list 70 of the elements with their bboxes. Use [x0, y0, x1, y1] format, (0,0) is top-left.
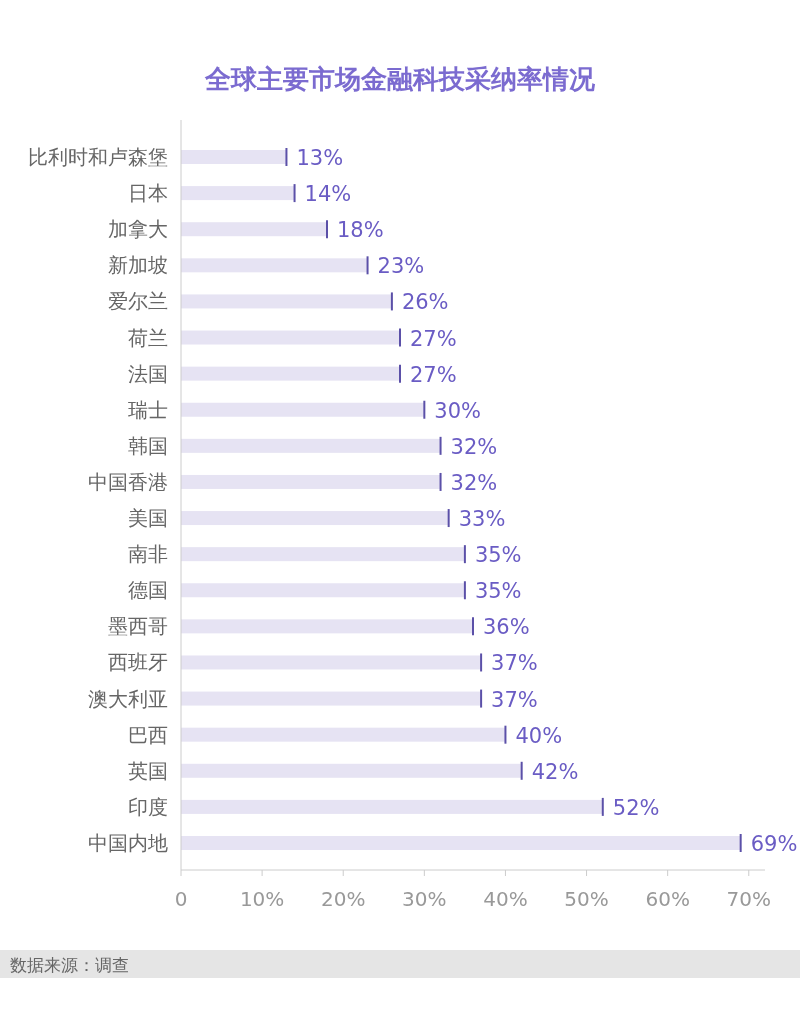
bar: [181, 655, 482, 670]
x-tick-label: 60%: [645, 887, 690, 911]
data-label: 35%: [474, 543, 522, 568]
data-label: 36%: [483, 615, 530, 640]
y-tick-label: 中国香港: [88, 469, 168, 494]
bar: [181, 186, 295, 201]
data-label: 13%: [296, 146, 344, 170]
y-tick-label: 法国: [128, 361, 168, 386]
y-tick-label: 韩国: [128, 433, 168, 458]
bar: [181, 511, 449, 526]
bar: [181, 727, 506, 742]
y-tick-label: 德国: [128, 578, 168, 603]
data-label: 32%: [450, 434, 498, 459]
x-tick-label: 0: [174, 887, 188, 911]
bar: [181, 258, 368, 273]
bar: [181, 150, 287, 164]
y-tick-label: 美国: [128, 506, 168, 531]
bar: [181, 836, 741, 850]
data-label: 27%: [410, 362, 457, 387]
data-label: 37%: [491, 687, 538, 712]
data-label: 23%: [377, 254, 425, 279]
bar: [181, 438, 441, 453]
y-tick-label: 瑞士: [128, 397, 168, 422]
y-tick-label: 爱尔兰: [108, 289, 168, 314]
y-tick-label: 南非: [128, 542, 168, 567]
source-note: 数据来源：调查: [10, 955, 129, 975]
x-tick-label: 30%: [402, 887, 447, 911]
y-tick-label: 英国: [128, 758, 168, 783]
bar: [181, 547, 465, 562]
data-label: 32%: [450, 470, 498, 495]
bar: [181, 294, 392, 309]
bar: [181, 222, 327, 237]
data-label: 30%: [434, 398, 482, 423]
data-label: 40%: [515, 723, 563, 748]
data-label: 35%: [474, 579, 522, 604]
bar: [181, 583, 465, 598]
data-label: 37%: [491, 651, 538, 676]
chart-title: 全球主要市场金融科技采纳率情况: [204, 64, 596, 94]
bar: [181, 402, 425, 417]
bar: [181, 763, 522, 778]
y-tick-label: 加拿大: [108, 217, 168, 242]
y-tick-label: 墨西哥: [108, 614, 168, 639]
bar: [181, 330, 400, 345]
x-tick-label: 20%: [321, 887, 366, 911]
y-tick-label: 印度: [128, 794, 168, 819]
x-tick-label: 40%: [483, 887, 528, 911]
bar: [181, 619, 473, 634]
data-label: 27%: [410, 326, 457, 351]
x-tick-label: 10%: [239, 887, 285, 911]
y-tick-label: 中国内地: [88, 831, 168, 855]
bar: [181, 366, 400, 381]
data-label: 26%: [401, 290, 449, 315]
bar: [181, 691, 482, 706]
data-label: 69%: [750, 832, 798, 856]
data-label: 33%: [458, 507, 506, 532]
y-tick-label: 西班牙: [108, 650, 168, 675]
y-tick-label: 新加坡: [108, 253, 168, 278]
bar: [181, 474, 441, 489]
data-label: 18%: [337, 218, 384, 243]
y-tick-label: 比利时和卢森堡: [28, 145, 168, 169]
y-tick-label: 荷兰: [128, 325, 168, 350]
data-label: 52%: [612, 795, 660, 820]
bar: [181, 799, 603, 814]
data-label: 42%: [531, 759, 579, 784]
x-tick-label: 50%: [564, 887, 609, 911]
y-tick-label: 巴西: [128, 722, 168, 747]
y-tick-label: 澳大利亚: [88, 686, 168, 711]
y-tick-label: 日本: [128, 181, 168, 206]
x-tick-label: 70%: [726, 887, 771, 911]
data-label: 14%: [304, 182, 352, 207]
